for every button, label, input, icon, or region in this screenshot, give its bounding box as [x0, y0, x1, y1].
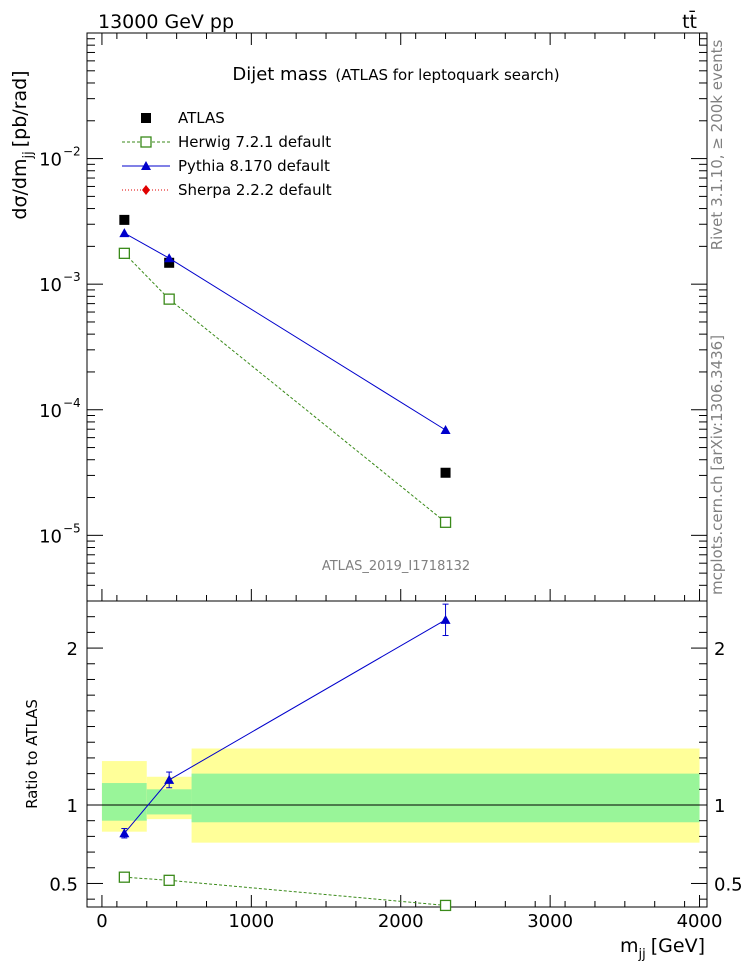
legend-label-1: Herwig 7.2.1 default [178, 133, 331, 151]
inner-band-1 [146, 789, 192, 815]
x-tick-label-1: 1000 [228, 911, 274, 932]
ratio-series-0-point-2 [439, 899, 452, 912]
chart-subtitle: (ATLAS for leptoquark search) [335, 66, 559, 84]
ratio-y-tick-label-2: 2 [67, 639, 78, 660]
chart-title: Dijet mass [232, 64, 327, 85]
legend-marker-2 [141, 161, 151, 170]
legend-label-3: Sherpa 2.2.2 default [178, 181, 332, 199]
legend-marker-0 [141, 113, 151, 123]
header-left-text: 13000 GeV pp [98, 11, 234, 33]
x-tick-label-0: 0 [96, 911, 107, 932]
main-y-axis-label: dσ/dmjj [pb/rad] [9, 70, 36, 219]
x-label-sub: jj [638, 947, 646, 962]
ratio-series-1-point-0 [119, 828, 130, 838]
ratio-panel-frame [86, 600, 708, 908]
legend-label-0: ATLAS [178, 109, 225, 127]
x-label-text: m [620, 935, 639, 957]
x-label-unit: [GeV] [651, 935, 705, 957]
main-series-1-point-0 [118, 247, 130, 259]
rivet-side-text: Rivet 3.1.10, ≥ 200k events [708, 40, 726, 251]
inner-band-0 [101, 783, 147, 821]
main-y-tick-label-3: 10 [39, 150, 62, 171]
main-y-tick-label-2: 10 [39, 275, 62, 296]
chart-title-group: Dijet mass (ATLAS for leptoquark search) [232, 64, 559, 85]
legend-label-2: Pythia 8.170 default [178, 157, 330, 175]
main-series-0-point-1 [164, 257, 175, 268]
main-series-2-point-2 [440, 424, 451, 434]
mcplots-side-text: mcplots.cern.ch [arXiv:1306.3436] [708, 335, 726, 595]
main-y-tick-exp-3: −2 [63, 145, 81, 159]
ratio-y-tick-label-right-0: 0.5 [714, 874, 743, 895]
main-series-1-point-1 [163, 293, 175, 305]
ratio-series-1-point-1 [164, 774, 175, 784]
main-y-label-unit: [pb/rad] [9, 70, 31, 147]
ratio-series-1-point-2 [440, 614, 451, 624]
legend-marker-1 [140, 136, 152, 148]
analysis-watermark: ATLAS_2019_I1718132 [322, 559, 470, 574]
main-series-2-point-1 [164, 253, 175, 263]
main-y-tick-exp-2: −3 [63, 270, 81, 284]
main-y-label-text: dσ/dm [9, 159, 31, 220]
main-series-2-point-0 [119, 228, 130, 238]
main-y-label-sub: jj [21, 151, 36, 159]
header-right-text: tt̄ [682, 9, 697, 33]
main-y-tick-exp-0: −5 [63, 521, 81, 535]
main-series-1-point-2 [439, 516, 452, 528]
ratio-y-tick-label-right-2: 2 [714, 639, 725, 660]
ratio-y-tick-label-0: 0.5 [49, 874, 78, 895]
ratio-series-0-point-1 [163, 874, 175, 886]
ratio-uncertainty-bands [87, 748, 707, 843]
ratio-panel-series [118, 603, 452, 912]
legend-marker-3 [142, 185, 150, 195]
main-panel-series [118, 214, 452, 528]
x-tick-label-4: 4000 [677, 911, 723, 932]
x-axis-label: mjj [GeV] [620, 935, 705, 962]
ratio-y-axis-label: Ratio to ATLAS [23, 699, 41, 809]
main-series-0-point-2 [440, 467, 451, 478]
inner-band-2 [191, 773, 700, 823]
main-series-0-point-0 [119, 214, 130, 225]
x-tick-label-2: 2000 [378, 911, 424, 932]
main-series-1-line [123, 252, 446, 523]
ratio-series-0-point-0 [118, 871, 130, 883]
ratio-y-tick-label-right-1: 1 [714, 796, 725, 817]
legend: ATLAS Herwig 7.2.1 default Pythia 8.170 de… [122, 109, 332, 199]
main-y-tick-label-1: 10 [39, 401, 62, 422]
ratio-y-tick-label-1: 1 [67, 796, 78, 817]
main-y-tick-label-0: 10 [39, 526, 62, 547]
x-tick-label-3: 3000 [527, 911, 573, 932]
main-y-tick-exp-1: −4 [63, 396, 81, 410]
